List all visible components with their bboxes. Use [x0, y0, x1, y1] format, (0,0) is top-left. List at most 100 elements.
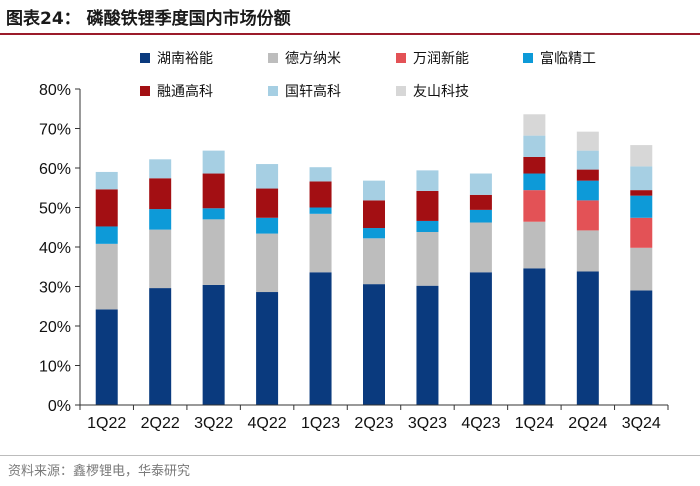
- bar-series: [95, 114, 653, 405]
- bar-segment-4Q22-5: [256, 188, 279, 218]
- bar-segment-2Q22-5: [149, 178, 172, 210]
- bar-segment-4Q22-1: [256, 292, 279, 405]
- bar-segment-2Q24-2: [576, 230, 599, 272]
- legend-label-7: 友山科技: [413, 84, 469, 100]
- bar-segment-1Q24-4: [523, 173, 546, 191]
- bar-segment-4Q22-2: [256, 233, 279, 293]
- bar-segment-4Q23-2: [469, 222, 492, 273]
- y-tick-label: 50%: [39, 201, 71, 218]
- bar-segment-4Q23-1: [469, 272, 492, 405]
- title-rule: [0, 33, 700, 35]
- bar-segment-4Q23-4: [469, 209, 492, 223]
- bar-segment-3Q22-6: [202, 150, 225, 174]
- source-note: 资料来源：鑫椤锂电，华泰研究: [8, 464, 191, 479]
- x-tick-label: 3Q22: [194, 415, 233, 432]
- bar-segment-1Q23-6: [309, 167, 332, 182]
- bar-segment-3Q24-6: [630, 166, 653, 191]
- y-tick-label: 20%: [39, 319, 71, 336]
- bar-segment-2Q22-1: [149, 288, 172, 405]
- bar-segment-4Q23-6: [469, 173, 492, 195]
- legend-label-4: 富临精工: [540, 50, 596, 67]
- bar-segment-3Q22-5: [202, 173, 225, 209]
- bar-segment-2Q24-3: [576, 200, 599, 231]
- bar-segment-4Q22-6: [256, 164, 279, 189]
- bar-segment-3Q22-1: [202, 284, 225, 405]
- bar-segment-1Q24-1: [523, 268, 546, 405]
- bar-segment-1Q22-6: [95, 171, 118, 190]
- legend-swatch-6: [268, 86, 278, 96]
- bar-segment-2Q24-4: [576, 180, 599, 201]
- bar-segment-4Q22-4: [256, 217, 279, 234]
- bar-segment-1Q23-4: [309, 207, 332, 214]
- y-tick-label: 0%: [48, 398, 71, 415]
- bar-segment-4Q23-5: [469, 194, 492, 210]
- y-tick-label: 60%: [39, 161, 71, 178]
- bar-segment-3Q24-4: [630, 195, 653, 218]
- legend-swatch-2: [268, 53, 278, 63]
- bar-segment-3Q22-4: [202, 208, 225, 220]
- bar-segment-2Q24-5: [576, 169, 599, 181]
- bar-segment-1Q23-1: [309, 272, 332, 405]
- x-tick-label: 3Q23: [408, 415, 447, 432]
- bar-segment-1Q24-3: [523, 190, 546, 222]
- x-tick-label: 1Q23: [301, 415, 340, 432]
- x-tick-label: 2Q24: [568, 415, 607, 432]
- bar-segment-3Q24-1: [630, 290, 653, 405]
- x-tick-label: 2Q22: [141, 415, 180, 432]
- legend-swatch-5: [140, 86, 150, 96]
- bar-segment-1Q22-2: [95, 243, 118, 310]
- legend-swatch-7: [396, 86, 406, 96]
- bar-segment-2Q24-1: [576, 271, 599, 405]
- x-tick-label: 2Q23: [354, 415, 393, 432]
- bar-segment-1Q22-5: [95, 189, 118, 227]
- bar-segment-1Q23-2: [309, 213, 332, 273]
- x-tick-label: 1Q24: [515, 415, 554, 432]
- bar-segment-2Q24-7: [576, 131, 599, 151]
- bar-segment-3Q23-4: [416, 220, 439, 232]
- y-tick-label: 40%: [39, 240, 71, 257]
- legend-label-5: 融通高科: [157, 83, 213, 100]
- bar-segment-2Q23-2: [363, 238, 385, 285]
- bar-segment-3Q24-7: [630, 145, 653, 167]
- bar-segment-2Q24-6: [576, 150, 599, 170]
- x-tick-label: 1Q22: [87, 415, 126, 432]
- bar-segment-2Q22-2: [149, 229, 172, 289]
- bar-segment-3Q23-2: [416, 231, 439, 286]
- chart-title: 图表24： 磷酸铁锂季度国内市场份额: [6, 9, 291, 29]
- y-axis: 0% 10% 20% 30% 40% 50% 60% 70% 80%: [39, 82, 81, 415]
- bar-segment-2Q23-5: [363, 200, 385, 229]
- bar-segment-3Q24-2: [630, 247, 653, 291]
- y-tick-label: 70%: [39, 122, 71, 139]
- bar-segment-3Q22-2: [202, 219, 225, 285]
- bar-segment-3Q23-5: [416, 190, 439, 221]
- legend-swatch-4: [523, 53, 533, 63]
- legend-swatch-3: [396, 53, 406, 63]
- bar-segment-1Q24-5: [523, 156, 546, 174]
- bar-segment-3Q24-3: [630, 217, 653, 248]
- bar-segment-1Q22-4: [95, 226, 118, 244]
- bar-segment-2Q22-4: [149, 209, 172, 230]
- bar-segment-1Q24-2: [523, 221, 546, 269]
- bar-segment-2Q22-6: [149, 159, 172, 179]
- y-tick-label: 30%: [39, 280, 71, 297]
- bar-segment-3Q23-1: [416, 285, 439, 405]
- legend-label-6: 国轩高科: [285, 83, 341, 100]
- x-tick-label: 4Q22: [248, 415, 287, 432]
- bar-segment-1Q23-5: [309, 181, 332, 208]
- bar-segment-1Q24-6: [523, 135, 546, 157]
- legend-label-2: 德方纳米: [285, 51, 341, 67]
- x-axis: 1Q22 2Q22 3Q22 4Q22 1Q23 2Q23 3Q23 4Q23 1Q24 2Q24…: [79, 404, 669, 432]
- bar-segment-3Q24-5: [630, 190, 653, 196]
- legend-swatch-1: [140, 53, 150, 63]
- x-tick-label: 4Q23: [461, 415, 500, 432]
- bar-segment-3Q23-6: [416, 170, 439, 191]
- source-rule: [0, 455, 700, 456]
- bar-segment-2Q23-6: [363, 180, 385, 201]
- bar-segment-2Q23-4: [363, 228, 385, 239]
- bar-segment-1Q22-1: [95, 309, 118, 405]
- bar-segment-1Q24-7: [523, 114, 546, 136]
- legend-label-3: 万润新能: [413, 51, 469, 67]
- y-tick-label: 10%: [39, 359, 71, 376]
- legend-label-1: 湖南裕能: [157, 51, 213, 67]
